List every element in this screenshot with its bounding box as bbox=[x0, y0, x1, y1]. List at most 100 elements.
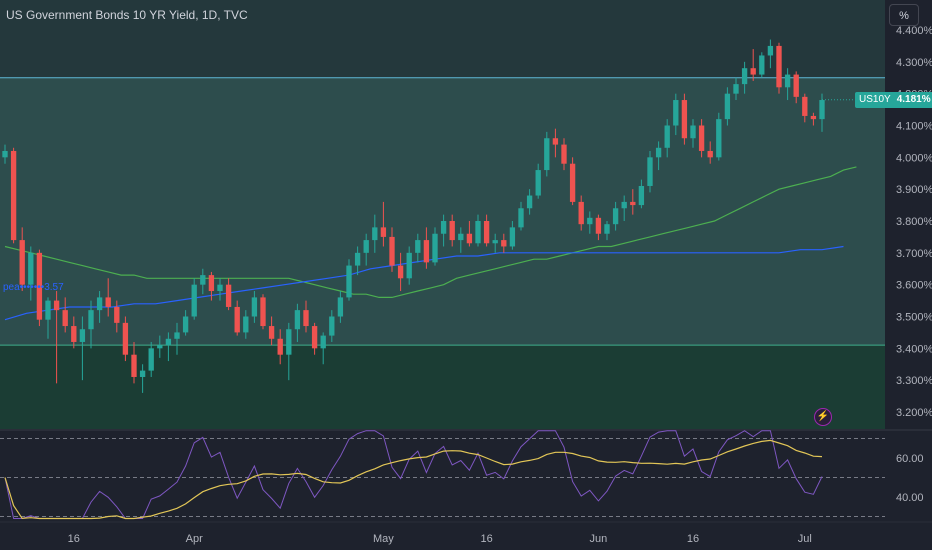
candle-body bbox=[518, 208, 524, 228]
candle-body bbox=[784, 74, 791, 88]
candle-body bbox=[604, 224, 610, 234]
y-tick-label: 4.000% bbox=[896, 152, 932, 164]
candle-body bbox=[311, 326, 318, 349]
rsi-panel bbox=[0, 432, 885, 520]
candle-body bbox=[724, 93, 731, 120]
candle-body bbox=[71, 326, 77, 342]
candle-body bbox=[131, 354, 137, 377]
candle-body bbox=[286, 329, 292, 355]
candle-body bbox=[423, 240, 430, 263]
y-tick-label: 4.100% bbox=[896, 121, 932, 133]
x-tick-label: Jul bbox=[798, 533, 812, 545]
x-tick-label: 16 bbox=[687, 533, 699, 545]
candle-body bbox=[750, 68, 756, 75]
upper-band bbox=[0, 0, 885, 78]
rsi-line bbox=[4, 430, 823, 519]
symbol-label: US10Y bbox=[859, 94, 891, 105]
rsi-tick-label: 40.00 bbox=[896, 492, 924, 504]
candle-body bbox=[389, 236, 395, 266]
candle-body bbox=[182, 316, 189, 333]
candle-body bbox=[139, 370, 146, 377]
candle-body bbox=[733, 84, 739, 94]
candle-body bbox=[346, 265, 352, 298]
ma-short-line bbox=[4, 166, 857, 298]
candle-body bbox=[552, 138, 559, 145]
candle-body bbox=[655, 147, 662, 158]
candle-body bbox=[793, 74, 799, 97]
candle-body bbox=[251, 297, 258, 317]
lower-zone bbox=[0, 345, 885, 430]
x-tick-label: 16 bbox=[480, 533, 492, 545]
y-tick-label: 3.400% bbox=[896, 343, 932, 355]
candle-body bbox=[225, 284, 232, 307]
candle-body bbox=[819, 100, 825, 120]
candle-body bbox=[526, 195, 533, 209]
candle-body bbox=[320, 335, 326, 349]
candle-body bbox=[268, 326, 275, 339]
candle-body bbox=[397, 265, 404, 279]
y-tick-label: 3.900% bbox=[896, 184, 932, 196]
range-zone bbox=[0, 77, 885, 346]
candle-body bbox=[492, 240, 498, 244]
candle-body bbox=[501, 240, 507, 247]
candle-body bbox=[208, 275, 215, 292]
candle-body bbox=[802, 96, 808, 116]
rsi-tick-label: 60.00 bbox=[896, 453, 924, 465]
candle-body bbox=[243, 316, 249, 333]
candle-body bbox=[10, 150, 17, 241]
candle-body bbox=[28, 252, 34, 285]
candle-body bbox=[509, 227, 516, 247]
candle-body bbox=[415, 240, 421, 253]
chart-title: US Government Bonds 10 YR Yield, 1D, TVC bbox=[6, 8, 248, 22]
candle-body bbox=[88, 310, 94, 330]
candle-body bbox=[716, 119, 722, 158]
candle-body bbox=[79, 329, 86, 342]
candle-body bbox=[122, 322, 129, 355]
candle-body bbox=[148, 348, 154, 371]
candle-body bbox=[363, 240, 369, 253]
candle-body bbox=[535, 170, 541, 196]
last-price-tag: US10Y 4.181% bbox=[855, 92, 932, 108]
candle-body bbox=[380, 227, 387, 237]
candle-body bbox=[612, 208, 619, 225]
candle-body bbox=[664, 125, 670, 148]
candle-body bbox=[767, 45, 774, 56]
candle-body bbox=[372, 227, 378, 241]
candle-body bbox=[741, 68, 748, 85]
candle-body bbox=[200, 275, 206, 285]
candle-body bbox=[174, 332, 180, 339]
candle-body bbox=[578, 201, 584, 225]
unit-toggle-button[interactable]: % bbox=[889, 4, 919, 26]
candle-body bbox=[294, 310, 301, 330]
candle-body bbox=[114, 306, 120, 323]
candle-body bbox=[647, 157, 653, 186]
y-tick-label: 3.600% bbox=[896, 280, 932, 292]
candle-body bbox=[475, 221, 481, 244]
flash-icon[interactable]: ⚡ bbox=[814, 408, 832, 426]
candle-body bbox=[157, 345, 163, 349]
candle-body bbox=[432, 233, 438, 263]
y-tick-label: 3.700% bbox=[896, 248, 932, 260]
last-price-value: 4.181% bbox=[896, 94, 931, 105]
candle-body bbox=[406, 252, 412, 279]
candle-body bbox=[621, 201, 627, 209]
candle-body bbox=[337, 297, 344, 317]
candle-body bbox=[544, 138, 550, 171]
candle-body bbox=[595, 217, 602, 234]
candle-body bbox=[234, 306, 240, 333]
y-tick-label: 3.500% bbox=[896, 312, 932, 324]
candle-body bbox=[810, 115, 817, 120]
candle-body bbox=[217, 284, 223, 292]
y-tick-label: 4.300% bbox=[896, 57, 932, 69]
rsi-ma-line bbox=[4, 439, 823, 520]
y-tick-label: 3.200% bbox=[896, 407, 932, 419]
x-tick-label: Jun bbox=[590, 533, 608, 545]
candle-body bbox=[191, 284, 197, 317]
candle-body bbox=[466, 233, 473, 244]
candle-body bbox=[19, 240, 25, 285]
candle-body bbox=[458, 233, 464, 241]
candle-body bbox=[681, 100, 688, 139]
candle-body bbox=[707, 150, 713, 158]
candle-body bbox=[569, 163, 576, 202]
